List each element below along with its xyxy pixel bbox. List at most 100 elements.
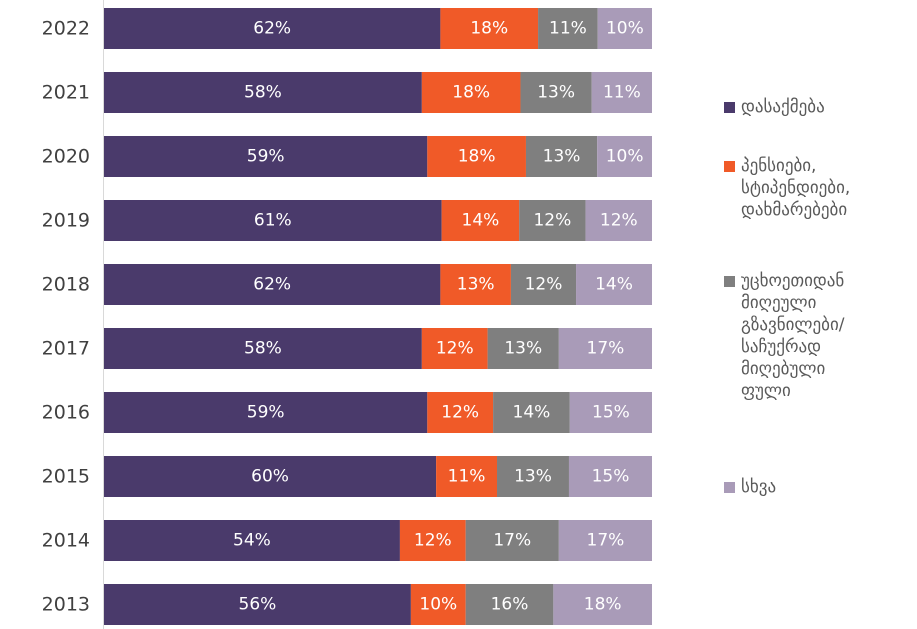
bar-segment-employment-2013 xyxy=(104,584,411,625)
bar-segment-pensions-2020 xyxy=(427,136,526,177)
bar-segment-pensions-2015 xyxy=(436,456,498,497)
legend-label-pensions: პენსიები, სტიპენდიები, დახმარებები xyxy=(741,156,851,220)
bar-segment-remittances-2020 xyxy=(525,136,598,177)
data-label-remittances-2014: 17% xyxy=(493,531,531,551)
data-label-remittances-2013: 16% xyxy=(491,595,529,615)
data-label-other-2019: 12% xyxy=(600,211,638,231)
bar-segment-other-2021 xyxy=(591,72,652,113)
bar-segment-other-2018 xyxy=(576,264,652,305)
data-label-employment-2022: 62% xyxy=(253,19,291,39)
bar-segment-remittances-2021 xyxy=(520,72,592,113)
data-label-remittances-2018: 12% xyxy=(525,275,563,295)
data-label-remittances-2017: 13% xyxy=(504,339,542,359)
category-label-2022: 2022 xyxy=(42,18,90,40)
data-label-other-2014: 17% xyxy=(587,531,625,551)
bars-group: 62% 18% 11% 10% 58% 18% 13% 11% 59% 18% 13% 10% 61% 1… xyxy=(104,8,652,625)
bar-segment-employment-2017 xyxy=(104,328,422,369)
bar-segment-pensions-2021 xyxy=(421,72,521,113)
data-label-employment-2015: 60% xyxy=(251,467,289,487)
bar-segment-employment-2014 xyxy=(104,520,400,561)
bar-segment-remittances-2019 xyxy=(519,200,586,241)
data-label-other-2015: 15% xyxy=(592,467,630,487)
legend-label-remittances: უცხოეთიდან მიღეული გზავნილები/ საჩუქრად … xyxy=(741,271,845,401)
data-label-pensions-2020: 18% xyxy=(458,147,496,167)
category-label-2017: 2017 xyxy=(42,338,90,360)
bar-segment-pensions-2016 xyxy=(427,392,494,433)
data-label-employment-2014: 54% xyxy=(233,531,271,551)
bar-segment-other-2016 xyxy=(569,392,652,433)
data-label-pensions-2021: 18% xyxy=(452,83,490,103)
bar-segment-other-2013 xyxy=(553,584,652,625)
data-label-other-2021: 11% xyxy=(603,83,641,103)
bar-segment-pensions-2018 xyxy=(440,264,511,305)
bar-segment-employment-2020 xyxy=(104,136,428,177)
bar-segment-remittances-2014 xyxy=(465,520,559,561)
category-label-2018: 2018 xyxy=(42,274,90,296)
legend-item-other: სხვა xyxy=(724,476,776,498)
bar-segment-remittances-2013 xyxy=(465,584,554,625)
data-label-pensions-2015: 11% xyxy=(448,467,486,487)
bar-segment-employment-2015 xyxy=(104,456,437,497)
bar-segment-pensions-2014 xyxy=(399,520,466,561)
data-label-remittances-2015: 13% xyxy=(514,467,552,487)
data-label-employment-2020: 59% xyxy=(247,147,285,167)
data-label-employment-2016: 59% xyxy=(247,403,285,423)
category-label-2021: 2021 xyxy=(42,82,90,104)
data-label-pensions-2014: 12% xyxy=(414,531,452,551)
category-label-2016: 2016 xyxy=(42,402,90,424)
data-label-remittances-2020: 13% xyxy=(543,147,581,167)
data-label-remittances-2022: 11% xyxy=(549,19,587,39)
legend-item-employment: დასაქმება xyxy=(724,96,825,118)
bar-segment-pensions-2013 xyxy=(410,584,466,625)
bar-segment-employment-2021 xyxy=(104,72,422,113)
bar-segment-remittances-2022 xyxy=(538,8,598,49)
legend-swatch-employment xyxy=(724,102,735,113)
bar-segment-pensions-2022 xyxy=(440,8,539,49)
bar-segment-other-2020 xyxy=(597,136,652,177)
bar-segment-employment-2019 xyxy=(104,200,442,241)
data-label-employment-2018: 62% xyxy=(253,275,291,295)
bar-segment-other-2019 xyxy=(585,200,652,241)
data-label-other-2022: 10% xyxy=(606,19,644,39)
data-label-pensions-2017: 12% xyxy=(436,339,474,359)
data-label-pensions-2018: 13% xyxy=(457,275,495,295)
data-label-other-2017: 17% xyxy=(587,339,625,359)
data-label-other-2018: 14% xyxy=(595,275,633,295)
bar-segment-employment-2022 xyxy=(104,8,441,49)
data-label-remittances-2021: 13% xyxy=(537,83,575,103)
data-label-remittances-2016: 14% xyxy=(513,403,551,423)
category-label-2019: 2019 xyxy=(42,210,90,232)
data-label-employment-2013: 56% xyxy=(239,595,277,615)
bar-segment-pensions-2019 xyxy=(441,200,520,241)
legend-swatch-pensions xyxy=(724,161,735,172)
bar-segment-remittances-2015 xyxy=(497,456,569,497)
data-label-remittances-2019: 12% xyxy=(533,211,571,231)
category-label-2013: 2013 xyxy=(42,594,90,616)
data-label-employment-2017: 58% xyxy=(244,339,282,359)
legend-item-pensions: პენსიები, სტიპენდიები, დახმარებები xyxy=(724,155,850,221)
legend-swatch-remittances xyxy=(724,276,735,287)
bar-segment-other-2017 xyxy=(558,328,652,369)
data-label-pensions-2019: 14% xyxy=(462,211,500,231)
bar-segment-remittances-2017 xyxy=(487,328,559,369)
data-label-other-2020: 10% xyxy=(606,147,644,167)
legend-swatch-other xyxy=(724,482,735,493)
data-label-pensions-2013: 10% xyxy=(419,595,457,615)
data-label-other-2016: 15% xyxy=(592,403,630,423)
category-labels-group: 2022 2021 2020 2019 2018 2017 2016 2015 2014 2013 xyxy=(42,18,90,616)
bar-segment-employment-2018 xyxy=(104,264,441,305)
bar-segment-other-2014 xyxy=(558,520,652,561)
bar-segment-remittances-2018 xyxy=(510,264,577,305)
data-label-pensions-2022: 18% xyxy=(470,19,508,39)
data-label-employment-2019: 61% xyxy=(254,211,292,231)
category-label-2015: 2015 xyxy=(42,466,90,488)
category-label-2014: 2014 xyxy=(42,530,90,552)
category-label-2020: 2020 xyxy=(42,146,90,168)
bar-segment-pensions-2017 xyxy=(421,328,488,369)
data-label-pensions-2016: 12% xyxy=(441,403,479,423)
legend-label-employment: დასაქმება xyxy=(741,97,825,117)
bar-segment-employment-2016 xyxy=(104,392,428,433)
data-label-employment-2021: 58% xyxy=(244,83,282,103)
bar-segment-remittances-2016 xyxy=(493,392,570,433)
